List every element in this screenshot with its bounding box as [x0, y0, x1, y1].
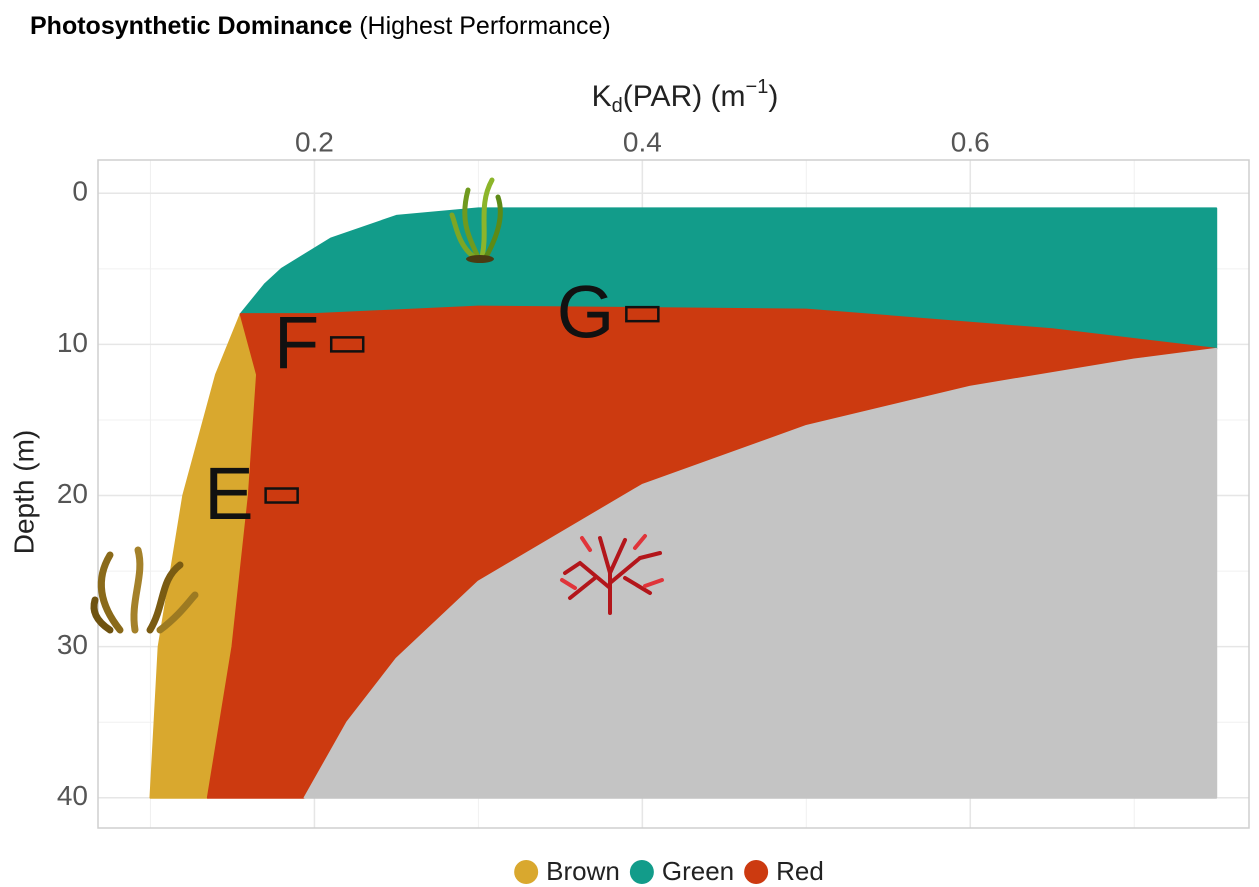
annotation-label: F	[274, 301, 319, 384]
legend-item: Red	[744, 856, 824, 886]
x-tick-label: 0.4	[623, 126, 662, 157]
y-tick-label: 20	[57, 478, 88, 509]
title: Photosynthetic Dominance (Highest Perfor…	[30, 12, 611, 40]
y-tick-label: 0	[72, 176, 88, 207]
x-label-end: )	[768, 80, 778, 113]
legend-swatch	[744, 860, 768, 884]
y-tick-label: 10	[57, 327, 88, 358]
legend: Brown Green Red	[514, 856, 824, 886]
y-tick-label: 40	[57, 780, 88, 811]
x-label-rest: (PAR) (m	[623, 80, 746, 113]
x-label-main: K	[592, 80, 612, 113]
annotation-label: E	[204, 452, 253, 535]
plot-area: F G E 0.2 0.4 0.6 0 10 20 30 40	[57, 126, 1249, 828]
legend-swatch	[514, 860, 538, 884]
x-label-sup: −1	[746, 76, 769, 98]
chart-subtitle: (Highest Performance)	[359, 12, 610, 40]
legend-item: Green	[630, 856, 734, 886]
x-tick-label: 0.6	[951, 126, 990, 157]
x-tick-label: 0.2	[295, 126, 334, 157]
legend-swatch	[630, 860, 654, 884]
legend-label: Brown	[546, 856, 620, 886]
legend-label: Green	[662, 856, 734, 886]
legend-item: Brown	[514, 856, 620, 886]
legend-label: Red	[776, 856, 824, 886]
chart: Photosynthetic Dominance (Highest Perfor…	[0, 0, 1259, 887]
y-axis-label: Depth (m)	[8, 430, 39, 554]
annotation-label: G	[557, 271, 615, 354]
chart-title: Photosynthetic Dominance	[30, 12, 352, 40]
y-tick-label: 30	[57, 629, 88, 660]
x-axis-label: Kd(PAR) (m−1)	[592, 76, 779, 117]
x-label-sub: d	[612, 95, 623, 117]
